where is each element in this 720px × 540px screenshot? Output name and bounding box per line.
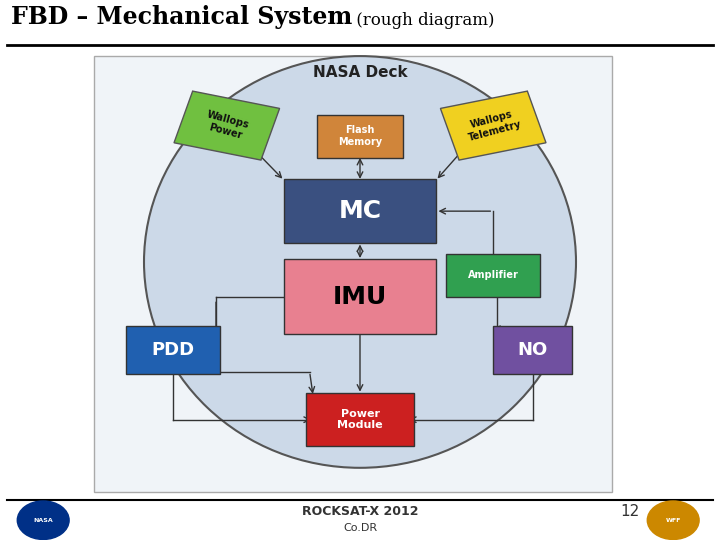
Text: ROCKSAT-X 2012: ROCKSAT-X 2012 [302,505,418,518]
Text: Wallops
Power: Wallops Power [203,110,251,141]
FancyBboxPatch shape [306,393,414,447]
Text: Co.DR: Co.DR [343,523,377,533]
Text: Power
Module: Power Module [337,409,383,430]
Text: Flash
Memory: Flash Memory [338,125,382,147]
FancyBboxPatch shape [493,326,572,374]
Text: WFF: WFF [665,518,681,523]
Text: 12: 12 [621,504,639,519]
FancyBboxPatch shape [94,56,612,492]
FancyBboxPatch shape [446,254,540,296]
Text: MC: MC [338,199,382,223]
Ellipse shape [144,56,576,468]
FancyBboxPatch shape [284,259,436,334]
Text: FBD – Mechanical System: FBD – Mechanical System [11,5,352,29]
Text: Amplifier: Amplifier [468,271,518,280]
FancyBboxPatch shape [284,179,436,243]
Circle shape [17,501,69,539]
Text: Wallops
Telemetry: Wallops Telemetry [464,108,523,143]
FancyBboxPatch shape [126,326,220,374]
Text: (rough diagram): (rough diagram) [351,12,494,29]
FancyBboxPatch shape [174,91,279,160]
Circle shape [647,501,699,539]
FancyBboxPatch shape [317,115,403,158]
Text: NO: NO [518,341,548,359]
Text: IMU: IMU [333,285,387,309]
Text: PDD: PDD [151,341,194,359]
Text: NASA: NASA [33,518,53,523]
Text: NASA Deck: NASA Deck [312,65,408,79]
FancyBboxPatch shape [441,91,546,160]
